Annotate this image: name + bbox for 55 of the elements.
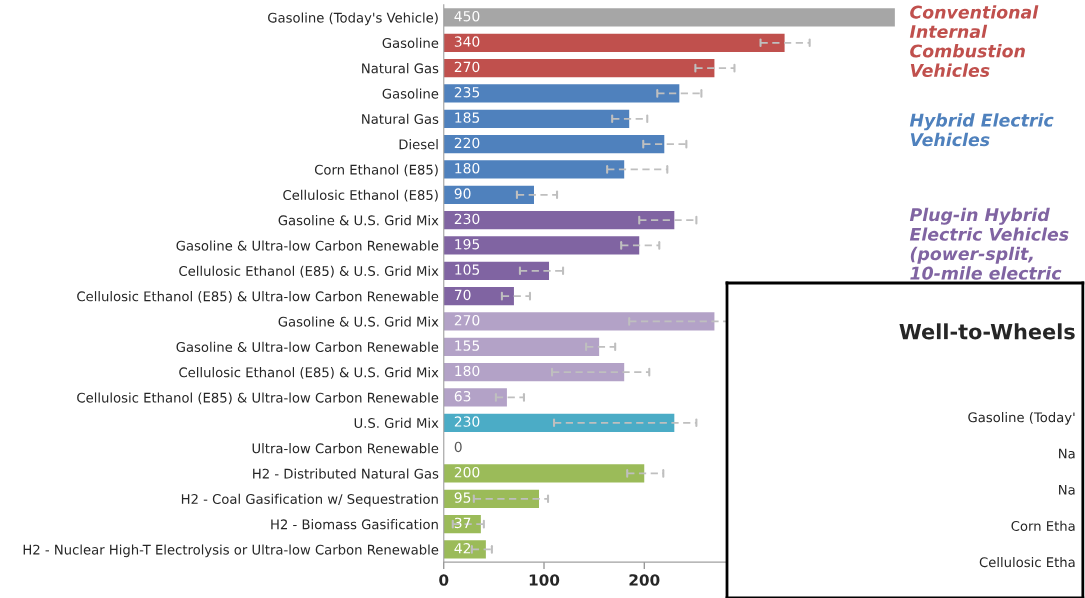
y-tick-label: H2 - Distributed Natural Gas — [253, 468, 439, 479]
data-label: 195 — [455, 238, 480, 250]
text: Conventional Internal Combustion Vehicles — [909, 5, 1039, 77]
y-tick-label: H2 - Coal Gasification w/ Sequestration — [181, 493, 438, 507]
y-tick-label: Gasoline (Today's Vehicle) — [268, 12, 438, 26]
y-tick-label: Cellulosic Ethanol (E85) & Ultra-low Carbon Renewable — [77, 291, 439, 303]
data-label: 42 — [454, 542, 471, 554]
y-tick-label: Natural Gas — [362, 113, 439, 124]
y-tick-label: Cellulosic Ethanol (E85) — [283, 189, 438, 202]
y-tick-label: Gasoline & Ultra-low Carbon Renewable — [176, 341, 439, 352]
data-label: 180 — [455, 365, 480, 377]
data-label: 450 — [454, 10, 480, 22]
y-tick-label: Diesel — [399, 139, 438, 150]
data-label: 230 — [454, 416, 480, 427]
text: Well-to-Wheels — [899, 323, 1075, 340]
data-label: 155 — [455, 340, 480, 351]
x-tick-label: 0 — [439, 574, 449, 586]
y-tick-label: Gasoline & Ultra-low Carbon Renewable — [176, 240, 439, 251]
data-label: 270 — [454, 314, 480, 326]
y-tick-label: Gasoline — [382, 37, 439, 48]
y-tick-label: Gasoline — [382, 88, 439, 99]
text: Corn Etha — [1011, 520, 1075, 531]
data-label: 70 — [454, 289, 471, 301]
text: Plug-in Hybrid Electric Vehicles (power-split, 10-mile electric — [909, 207, 1069, 280]
text: Gasoline (Today' — [968, 412, 1075, 425]
y-tick-label: Cellulosic Ethanol (E85) & U.S. Grid Mix — [179, 367, 439, 379]
data-label: 185 — [455, 112, 480, 123]
y-tick-label: U.S. Grid Mix — [354, 417, 439, 428]
y-tick-label: H2 - Nuclear High-T Electrolysis or Ultra-low Carbon Renewable — [23, 544, 439, 558]
y-tick-label: Corn Ethanol (E85) — [314, 164, 438, 177]
data-label: 230 — [454, 213, 480, 225]
data-label: 0 — [454, 441, 462, 453]
data-label: 270 — [454, 61, 480, 73]
data-label: 95 — [454, 492, 471, 503]
text: Na — [1059, 484, 1075, 495]
data-label: 340 — [454, 36, 480, 47]
y-tick-label: H2 - Biomass Gasification — [271, 519, 438, 530]
data-label: 200 — [454, 466, 480, 478]
data-label: 180 — [455, 162, 480, 174]
data-label: 63 — [454, 390, 471, 402]
y-tick-label: Cellulosic Ethanol (E85) & U.S. Grid Mix — [179, 265, 439, 278]
y-tick-label: Natural Gas — [362, 63, 439, 74]
text: Cellulosic Etha — [979, 556, 1075, 568]
y-tick-label: Gasoline & U.S. Grid Mix — [278, 215, 439, 226]
text: Hybrid Electric Vehicles — [909, 113, 1054, 147]
data-label: 105 — [455, 264, 480, 275]
y-tick-label: Cellulosic Ethanol (E85) & Ultra-low Carbon Renewable — [77, 392, 439, 405]
text: Na — [1059, 448, 1075, 459]
data-label: 220 — [454, 137, 480, 149]
data-label: 90 — [454, 188, 471, 199]
x-tick-label: 200 — [629, 574, 660, 586]
y-tick-label: Ultra-low Carbon Renewable — [252, 443, 439, 454]
y-tick-label: Gasoline & U.S. Grid Mix — [278, 316, 439, 327]
x-tick-label: 100 — [529, 574, 560, 586]
data-label: 235 — [454, 86, 480, 98]
